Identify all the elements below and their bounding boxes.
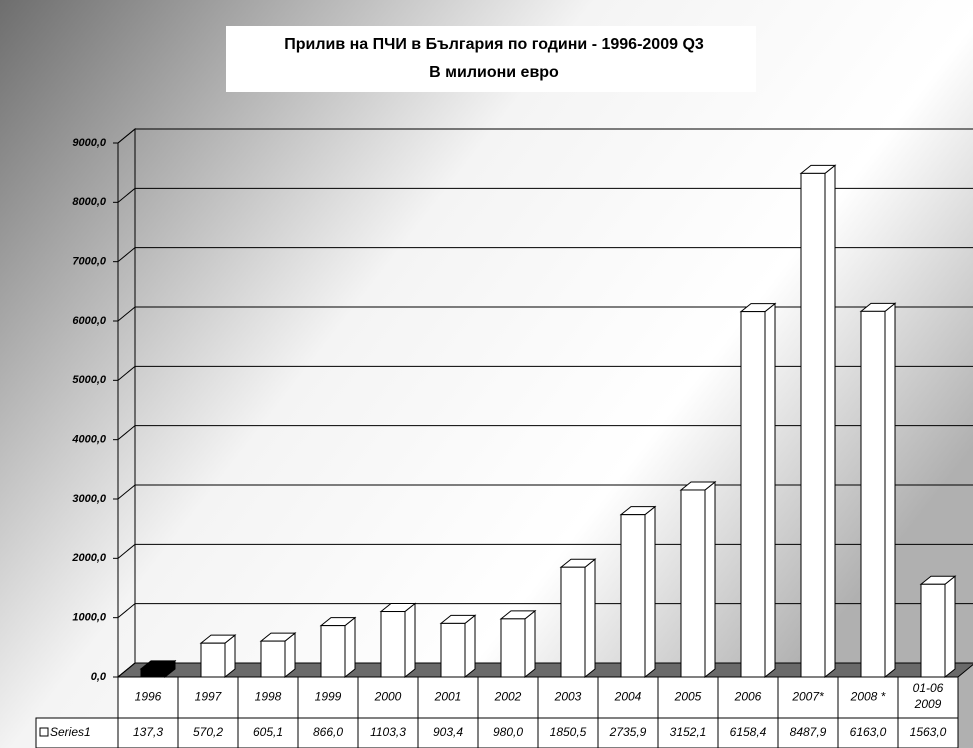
bar [740,311,766,678]
bar [620,514,646,678]
bar-side [824,164,836,679]
bar [920,583,946,678]
bar-side [704,480,716,679]
y-tick-label: 1000,0 [72,612,107,624]
data-label: 1850,5 [550,725,587,739]
bar [200,642,226,678]
bar [320,625,346,678]
grid-line [117,247,973,263]
data-label: 570,2 [193,725,223,739]
x-tick-label: 2008 * [850,690,886,704]
data-label: 980,0 [493,725,523,739]
data-label: 2735,9 [609,725,647,739]
grid-line [117,365,973,381]
bar-side [344,616,356,679]
bar-side [764,302,776,679]
data-label: 137,3 [133,725,163,739]
x-tick-label: 1996 [135,690,162,704]
bar [800,172,826,678]
data-label: 1563,0 [910,725,947,739]
data-label: 903,4 [433,725,463,739]
grid-line [117,187,973,203]
bar [860,310,886,678]
x-tick-label: 2000 [374,690,402,704]
chart-title: Прилив на ПЧИ в България по години - 199… [284,36,704,53]
x-tick-label: 2006 [734,690,762,704]
x-tick-label: 2001 [434,690,462,704]
data-label: 6163,0 [850,725,887,739]
grid-line [117,306,973,322]
legend-swatch [39,727,49,737]
y-tick-label: 0,0 [91,671,107,683]
x-tick-label: 2004 [614,690,642,704]
bar [380,611,406,678]
x-tick-label: 2002 [494,690,522,704]
x-tick-label: 2005 [674,690,702,704]
data-label: 3152,1 [670,725,707,739]
x-tick-label: 2003 [554,690,582,704]
data-label: 866,0 [313,725,343,739]
table-row [35,717,959,748]
title-box [226,26,756,92]
bar [560,566,586,678]
x-tick-label: 1998 [255,690,282,704]
y-tick-label: 7000,0 [72,256,107,268]
x-tick-label: 1997 [195,690,223,704]
bar [140,668,166,678]
bar [680,489,706,678]
bar-side [524,609,536,679]
x-tick-label: 1999 [315,690,342,704]
floor [116,662,973,678]
data-label: 6158,4 [730,725,767,739]
y-tick-label: 3000,0 [72,493,107,505]
bar [440,622,466,678]
bar [260,640,286,678]
y-tick-label: 4000,0 [71,434,107,446]
data-label: 8487,9 [790,725,827,739]
y-tick-label: 2000,0 [71,552,107,564]
grid-line [117,128,973,144]
bar-side [644,505,656,679]
y-tick-label: 6000,0 [72,315,107,327]
x-tick-label: 2007* [791,690,824,704]
bar-side [464,614,476,679]
bar-side [404,602,416,679]
chart-subtitle: В милиони евро [429,64,559,81]
x-tick-label: 01-06 2009 [913,681,944,711]
data-label: 605,1 [253,725,283,739]
bar-side [884,302,896,679]
bar-side [944,575,956,679]
y-tick-label: 5000,0 [72,374,107,386]
legend-label: Series1 [50,725,91,739]
grid-line [117,425,973,441]
y-tick-label: 9000,0 [72,137,107,149]
bar [500,618,526,678]
data-label: 1103,3 [370,725,406,739]
y-tick-label: 8000,0 [72,196,107,208]
bar-side [584,558,596,679]
